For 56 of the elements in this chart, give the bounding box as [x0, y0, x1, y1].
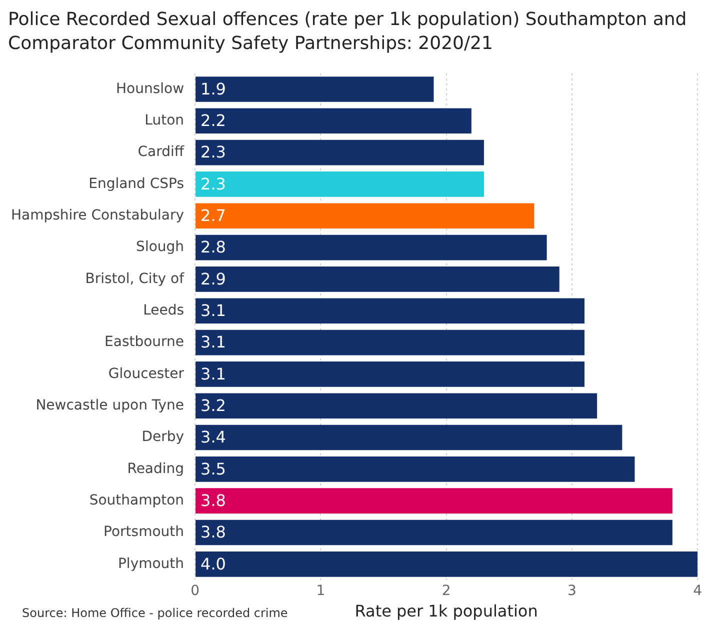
data-label: 2.2 — [200, 111, 226, 130]
data-label: 2.8 — [200, 238, 226, 257]
x-tick-label: 2 — [442, 583, 451, 600]
y-tick-label: Bristol, City of — [85, 270, 186, 287]
bar — [196, 172, 484, 197]
bar — [196, 393, 598, 419]
data-label: 1.9 — [200, 79, 226, 98]
bar — [196, 298, 584, 324]
data-label: 3.8 — [200, 491, 226, 510]
bar — [196, 552, 698, 577]
y-tick-label: Hampshire Constabulary — [11, 208, 184, 224]
bar — [196, 362, 584, 387]
y-tick-label: Slough — [136, 239, 184, 256]
data-label: 3.4 — [200, 428, 226, 447]
chart-title: Police Recorded Sexual offences (rate per 1k population) Southampton and Comparator Community Safety Partnerships: 2020/21 — [8, 8, 688, 56]
bar — [196, 488, 672, 514]
bar — [196, 520, 672, 546]
data-label: 2.9 — [200, 269, 226, 288]
data-label: 4.0 — [200, 554, 226, 574]
y-tick-label: Reading — [127, 460, 184, 477]
bar — [196, 456, 635, 482]
bar — [196, 424, 622, 450]
bar — [196, 234, 547, 260]
data-label: 3.1 — [200, 364, 226, 384]
y-tick-label: Newcastle upon Tyne — [36, 397, 184, 414]
y-tick-label: Plymouth — [118, 556, 184, 572]
y-tick-label: Cardiff — [138, 144, 184, 160]
bar — [196, 203, 534, 229]
data-label: 3.8 — [200, 522, 226, 542]
y-tick-label: Eastbourne — [104, 334, 184, 350]
data-label: 3.1 — [200, 301, 226, 320]
data-label: 2.3 — [200, 142, 226, 162]
data-label: 2.3 — [200, 174, 226, 194]
x-tick-label: 1 — [316, 583, 326, 600]
y-tick-label: Leeds — [143, 302, 184, 319]
y-tick-label: Hounslow — [116, 80, 184, 97]
data-label: 3.1 — [200, 332, 226, 352]
y-tick-label: England CSPs — [88, 176, 184, 192]
y-tick-label: Luton — [144, 112, 184, 129]
x-tick-label: 3 — [567, 583, 576, 600]
source-note: Source: Home Office - police recorded crime — [22, 606, 288, 620]
x-axis-title: Rate per 1k population — [354, 602, 538, 621]
bar — [196, 108, 472, 134]
data-label: 3.5 — [200, 459, 226, 478]
data-label: 3.2 — [200, 396, 226, 416]
bar — [196, 140, 484, 166]
x-tick-label: 0 — [190, 583, 200, 600]
y-tick-label: Southampton — [89, 492, 184, 508]
bar — [196, 266, 560, 292]
y-tick-label: Derby — [142, 429, 184, 446]
y-tick-label: Portsmouth — [104, 524, 184, 540]
x-tick-label: 4 — [693, 583, 702, 600]
data-label: 2.7 — [200, 206, 226, 226]
bar — [196, 330, 584, 356]
bar — [196, 76, 434, 102]
y-tick-label: Gloucester — [108, 366, 184, 382]
